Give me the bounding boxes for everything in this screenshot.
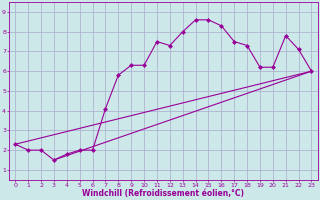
X-axis label: Windchill (Refroidissement éolien,°C): Windchill (Refroidissement éolien,°C) xyxy=(82,189,244,198)
